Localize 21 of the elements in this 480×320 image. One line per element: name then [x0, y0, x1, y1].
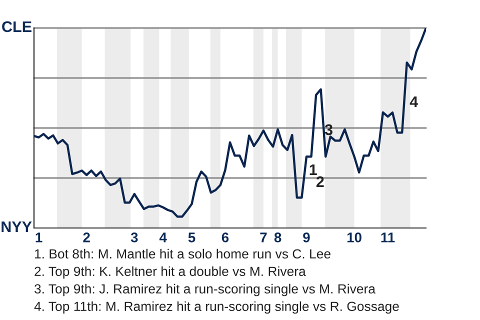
text: CLE: [2, 21, 32, 32]
annotation: 4: [410, 96, 418, 107]
x-tick-label: 4: [159, 232, 167, 242]
text: NYY: [2, 221, 32, 232]
text: 3. Top 9th: J. Ramirez hit a run-scoring single vs M. Rivera: [34, 284, 376, 296]
x-tick-label: 6: [222, 232, 229, 242]
x-tick-label: 10: [347, 232, 362, 242]
text: 4. Top 11th: M. Ramirez hit a run-scoring single vs R. Gossage: [34, 301, 399, 314]
x-tick-label: 2: [83, 232, 90, 242]
x-tick-label: 9: [303, 232, 310, 242]
x-tick-label: 1: [36, 232, 42, 242]
annotation: 1: [310, 164, 317, 175]
text: 2. Top 9th: K. Keltner hit a double vs M. Rivera: [34, 266, 306, 279]
x-tick-label: 3: [130, 232, 138, 242]
annotation: 3: [324, 124, 332, 136]
text: 1. Bot 8th: M. Mantle hit a solo home run vs C. Lee: [35, 248, 330, 259]
x-tick-label: 7: [260, 232, 267, 242]
annotation: 2: [316, 176, 324, 187]
x-tick-label: 8: [274, 232, 282, 242]
x-tick-label: 5: [188, 232, 196, 242]
x-tick-label: 11: [381, 232, 395, 242]
